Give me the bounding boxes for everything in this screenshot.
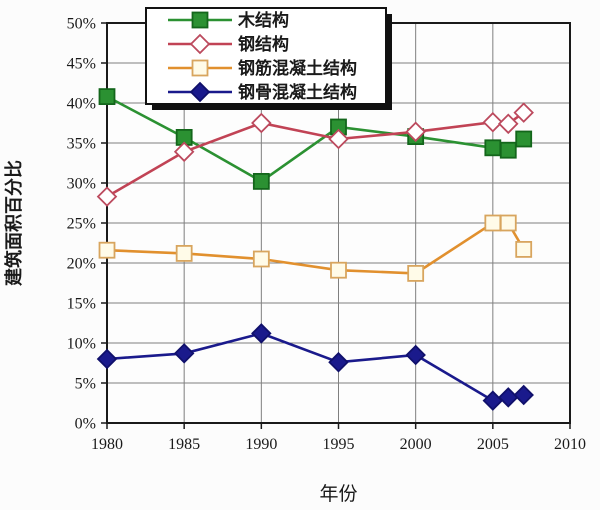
data-point-square	[98, 88, 116, 105]
data-point-square	[499, 141, 517, 159]
x-tick-label: 2005	[477, 436, 509, 453]
legend-label: 钢结构	[238, 34, 289, 54]
series-钢结构	[96, 102, 534, 207]
data-point-square	[407, 264, 425, 282]
legend-box	[145, 7, 387, 105]
tick-labels: 0% 5% 10% 15% 20% 25% 30% 35% 40% 45% 50% 1980 1985 1…	[67, 16, 586, 454]
data-point-square	[252, 250, 270, 268]
legend-label: 木结构	[237, 10, 289, 30]
y-tick-label: 50%	[67, 16, 96, 33]
data-point-diamond	[189, 33, 211, 55]
data-point-diamond	[513, 102, 534, 123]
y-tick-label: 10%	[67, 336, 96, 353]
data-point-square	[330, 261, 347, 279]
y-tick-label: 15%	[67, 296, 96, 313]
data-point-diamond	[96, 186, 118, 207]
data-point-diamond	[251, 112, 272, 134]
data-point-square	[499, 214, 517, 232]
data-point-square	[175, 244, 193, 262]
data-point-square	[515, 240, 533, 258]
data-point-square	[484, 214, 502, 232]
legend-label: 钢筋混凝土结构	[238, 58, 357, 78]
data-point-diamond	[405, 344, 426, 366]
data-point-square	[515, 130, 533, 148]
x-tick-label: 1980	[91, 436, 123, 453]
data-point-diamond	[96, 348, 118, 370]
data-point-diamond	[497, 113, 519, 135]
x-tick-label: 2010	[554, 436, 586, 453]
legend-item: 钢结构	[168, 33, 289, 55]
data-point-diamond	[173, 141, 195, 163]
y-tick-label: 0%	[75, 416, 96, 433]
legend-item: 木结构	[168, 10, 289, 30]
data-point-diamond	[173, 343, 195, 364]
y-axis-label: 建筑面积百分比	[3, 160, 24, 286]
x-axis-label: 年份	[319, 483, 357, 505]
series-木结构	[98, 88, 533, 190]
y-tick-label: 5%	[75, 376, 96, 393]
y-tick-label: 40%	[67, 96, 96, 113]
legend-item: 钢筋混凝土结构	[168, 58, 357, 78]
data-point-square	[98, 241, 116, 259]
x-tick-label: 2000	[400, 436, 432, 453]
data-point-diamond	[482, 111, 504, 133]
series-钢骨混凝土结构	[96, 323, 534, 411]
y-tick-label: 20%	[67, 256, 96, 273]
x-tick-label: 1985	[168, 436, 200, 453]
series-钢筋混凝土结构	[98, 214, 533, 282]
x-tick-label: 1990	[245, 436, 277, 453]
y-tick-label: 30%	[67, 176, 96, 193]
data-point-square	[191, 11, 209, 29]
data-point-diamond	[251, 323, 272, 344]
data-point-square	[191, 59, 209, 77]
data-point-diamond	[328, 128, 349, 150]
x-tick-label: 1995	[323, 436, 355, 453]
data-point-square	[252, 172, 270, 190]
y-tick-label: 25%	[67, 216, 96, 233]
data-point-diamond	[513, 384, 534, 406]
data-point-square	[484, 139, 502, 157]
data-point-diamond	[328, 351, 349, 373]
y-tick-label: 35%	[67, 136, 96, 153]
legend-label: 钢骨混凝土结构	[238, 82, 357, 102]
legend-item: 钢骨混凝土结构	[168, 81, 357, 103]
data-point-diamond	[189, 81, 211, 103]
y-tick-label: 45%	[67, 56, 96, 73]
data-point-diamond	[405, 121, 426, 143]
